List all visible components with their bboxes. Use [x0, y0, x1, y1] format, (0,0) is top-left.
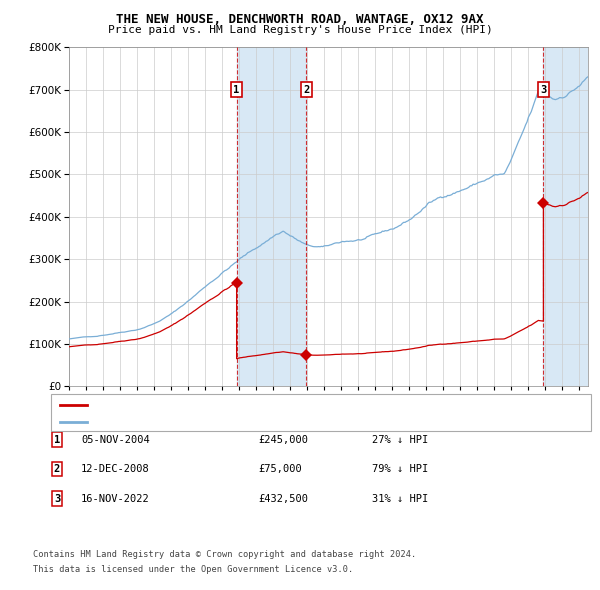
Text: 27% ↓ HPI: 27% ↓ HPI	[372, 435, 428, 444]
Text: 2: 2	[54, 464, 60, 474]
Text: HPI: Average price, detached house, Vale of White Horse: HPI: Average price, detached house, Vale…	[93, 417, 409, 426]
Text: Contains HM Land Registry data © Crown copyright and database right 2024.: Contains HM Land Registry data © Crown c…	[33, 550, 416, 559]
Text: 1: 1	[54, 435, 60, 444]
Text: 31% ↓ HPI: 31% ↓ HPI	[372, 494, 428, 503]
Text: £75,000: £75,000	[258, 464, 302, 474]
Text: 1: 1	[233, 84, 240, 94]
Text: 12-DEC-2008: 12-DEC-2008	[81, 464, 150, 474]
Text: 3: 3	[54, 494, 60, 503]
Text: Price paid vs. HM Land Registry's House Price Index (HPI): Price paid vs. HM Land Registry's House …	[107, 25, 493, 35]
Text: £245,000: £245,000	[258, 435, 308, 444]
Text: 79% ↓ HPI: 79% ↓ HPI	[372, 464, 428, 474]
Text: £432,500: £432,500	[258, 494, 308, 503]
Text: THE NEW HOUSE, DENCHWORTH ROAD, WANTAGE, OX12 9AX (detached house): THE NEW HOUSE, DENCHWORTH ROAD, WANTAGE,…	[93, 401, 473, 409]
Bar	[236, 47, 307, 386]
Text: 05-NOV-2004: 05-NOV-2004	[81, 435, 150, 444]
Text: THE NEW HOUSE, DENCHWORTH ROAD, WANTAGE, OX12 9AX: THE NEW HOUSE, DENCHWORTH ROAD, WANTAGE,…	[116, 13, 484, 26]
Text: This data is licensed under the Open Government Licence v3.0.: This data is licensed under the Open Gov…	[33, 565, 353, 574]
Bar	[544, 47, 588, 386]
Text: 2: 2	[303, 84, 310, 94]
Text: 16-NOV-2022: 16-NOV-2022	[81, 494, 150, 503]
Text: 3: 3	[540, 84, 547, 94]
